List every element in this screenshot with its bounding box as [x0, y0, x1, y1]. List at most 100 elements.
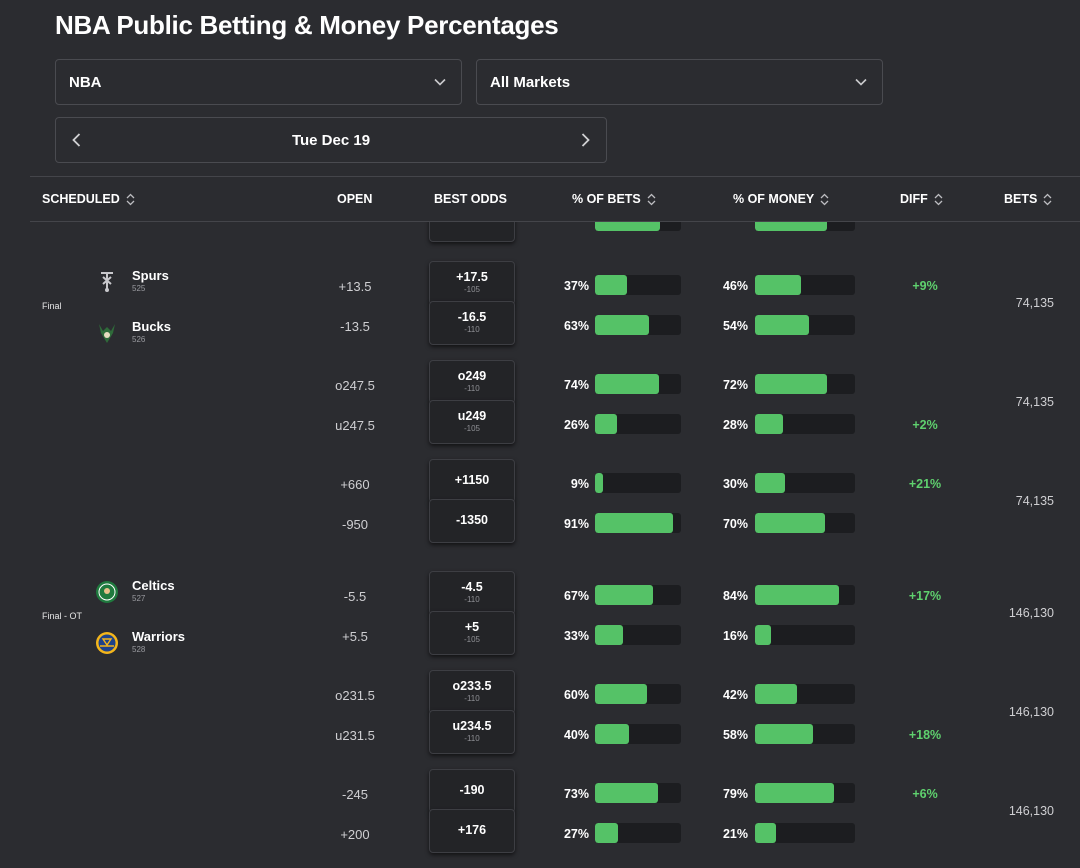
sort-icon — [820, 193, 829, 205]
bets-percent: 67% — [563, 589, 589, 603]
bets-percent: 33% — [563, 629, 589, 643]
sort-icon — [934, 193, 943, 205]
bets-bar — [595, 513, 681, 533]
spurs-logo-icon — [95, 270, 119, 294]
bets-bar-fill — [595, 783, 658, 803]
odds-value: -4.5 — [461, 580, 483, 594]
bets-count: 74,135 — [1015, 395, 1054, 409]
col-bets[interactable]: BETS — [1004, 192, 1052, 206]
odds-value: -043 — [430, 222, 514, 225]
team-rotation-number: 525 — [132, 284, 146, 293]
odds-juice: -105 — [463, 424, 480, 433]
team-name: Celtics — [132, 578, 175, 593]
best-odds-box[interactable]: u249 -105 — [429, 400, 515, 444]
money-percent: 72% — [722, 378, 748, 392]
col-pct-money[interactable]: % OF MONEY — [733, 192, 829, 206]
bets-bar — [595, 684, 681, 704]
bets-bar — [595, 473, 681, 493]
bets-percent: 40% — [563, 728, 589, 742]
money-percent: 54% — [722, 319, 748, 333]
next-date-icon[interactable] — [578, 132, 592, 148]
money-percent: 58% — [722, 728, 748, 742]
best-odds-box[interactable]: -043 — [429, 222, 515, 242]
money-bar — [755, 513, 855, 533]
best-odds-box[interactable]: -190 — [429, 769, 515, 813]
open-line: o247.5 — [335, 378, 375, 393]
money-percent: 16% — [722, 629, 748, 643]
diff-value: +2% — [912, 418, 938, 432]
team-row[interactable]: Warriors 528 — [95, 629, 235, 657]
odds-value: o233.5 — [452, 679, 492, 693]
bets-bar — [595, 222, 681, 231]
team-name: Spurs — [132, 268, 169, 283]
money-bar-fill — [755, 585, 839, 605]
best-odds-box[interactable]: +176 — [429, 809, 515, 853]
bets-percent: 37% — [563, 279, 589, 293]
col-pct-bets[interactable]: % OF BETS — [572, 192, 656, 206]
bets-bar-fill — [595, 724, 630, 744]
col-best-odds: BEST ODDS — [434, 192, 507, 206]
bets-percent: 60% — [563, 688, 589, 702]
odds-value: u234.5 — [452, 719, 492, 733]
bets-bar-fill — [595, 684, 647, 704]
col-diff[interactable]: DIFF — [900, 192, 943, 206]
odds-value: +1150 — [454, 473, 490, 487]
odds-value: o249 — [457, 369, 487, 383]
best-odds-box[interactable]: -4.5 -110 — [429, 571, 515, 615]
team-name: Warriors — [132, 629, 185, 644]
team-rotation-number: 528 — [132, 645, 146, 654]
team-name: Bucks — [132, 319, 172, 334]
game-status: Final - OT — [42, 611, 83, 621]
bets-bar-fill — [595, 585, 653, 605]
col-scheduled[interactable]: SCHEDULED — [42, 192, 135, 206]
prev-date-icon[interactable] — [70, 132, 84, 148]
bets-bar — [595, 823, 681, 843]
bets-bar-fill — [595, 374, 659, 394]
diff-value: +9% — [912, 279, 938, 293]
team-row[interactable]: Celtics 527 — [95, 578, 235, 606]
open-line: -245 — [341, 787, 369, 802]
money-bar-fill — [755, 823, 776, 843]
celtics-logo-icon — [95, 580, 119, 604]
odds-value: +5 — [464, 620, 480, 634]
odds-juice: -110 — [464, 595, 480, 604]
open-line: +13.5 — [338, 279, 372, 294]
sort-icon — [647, 193, 656, 205]
bets-bar-fill — [595, 222, 660, 231]
bets-percent: 63% — [563, 319, 589, 333]
money-bar — [755, 275, 855, 295]
odds-value: +17.5 — [456, 270, 488, 284]
bets-bar — [595, 275, 681, 295]
money-bar-fill — [755, 473, 785, 493]
best-odds-box[interactable]: o233.5 -110 — [429, 670, 515, 714]
league-select-value: NBA — [69, 73, 102, 91]
page-title: NBA Public Betting & Money Percentages — [55, 10, 559, 40]
best-odds-box[interactable]: -1350 — [429, 499, 515, 543]
bets-percent: 74% — [563, 378, 589, 392]
money-bar — [755, 414, 855, 434]
team-row[interactable]: Bucks 526 — [95, 319, 235, 347]
best-odds-box[interactable]: o249 -110 — [429, 360, 515, 404]
best-odds-box[interactable]: -16.5 -110 — [429, 301, 515, 345]
market-select[interactable]: All Markets — [476, 59, 883, 105]
money-bar-fill — [755, 414, 783, 434]
sort-icon — [1043, 193, 1052, 205]
date-label: Tue Dec 19 — [291, 131, 371, 149]
bets-bar — [595, 414, 681, 434]
market-select-value: All Markets — [490, 73, 571, 91]
best-odds-box[interactable]: u234.5 -110 — [429, 710, 515, 754]
bucks-logo-icon — [95, 321, 119, 345]
best-odds-box[interactable]: +17.5 -105 — [429, 261, 515, 305]
odds-juice: -110 — [464, 384, 480, 393]
team-rotation-number: 526 — [132, 335, 146, 344]
best-odds-box[interactable]: +5 -105 — [429, 611, 515, 655]
team-row[interactable]: Spurs 525 — [95, 268, 235, 296]
bets-bar-fill — [595, 513, 674, 533]
bets-count: 146,130 — [1008, 705, 1054, 719]
league-select[interactable]: NBA — [55, 59, 462, 105]
best-odds-box[interactable]: +1150 — [429, 459, 515, 503]
money-percent: 84% — [722, 589, 748, 603]
diff-value: +6% — [912, 787, 938, 801]
bets-count: 146,130 — [1008, 804, 1054, 818]
